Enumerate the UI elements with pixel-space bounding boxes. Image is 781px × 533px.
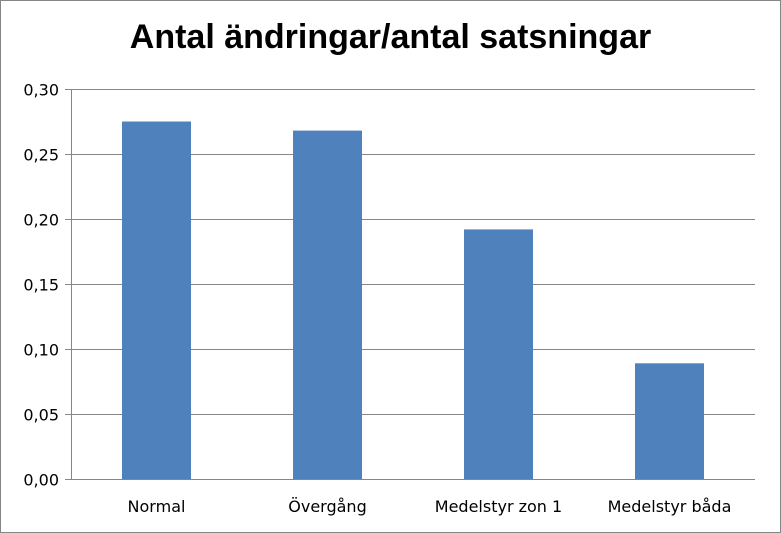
x-category-label: Medelstyr båda bbox=[608, 497, 732, 516]
y-tick-label: 0,10 bbox=[23, 341, 59, 360]
bar bbox=[122, 121, 191, 479]
x-category-label: Normal bbox=[128, 497, 186, 516]
y-tick-label: 0,30 bbox=[23, 81, 59, 100]
y-tick-label: 0,25 bbox=[23, 146, 59, 165]
y-tick-label: 0,05 bbox=[23, 406, 59, 425]
x-category-label: Övergång bbox=[288, 497, 366, 516]
x-category-label: Medelstyr zon 1 bbox=[435, 497, 562, 516]
bar bbox=[635, 363, 704, 479]
y-tick-label: 0,00 bbox=[23, 471, 59, 490]
bar bbox=[464, 229, 533, 479]
y-tick-labels: 0,00 0,05 0,10 0,15 0,20 0,25 0,30 bbox=[23, 81, 59, 490]
y-tick-label: 0,15 bbox=[23, 276, 59, 295]
x-category-labels: Normal Övergång Medelstyr zon 1 Medelstyr b… bbox=[128, 497, 732, 516]
bar bbox=[293, 130, 362, 479]
chart-title: Antal ändringar/antal satsningar bbox=[129, 18, 652, 56]
bars bbox=[122, 121, 704, 479]
axes bbox=[71, 89, 755, 480]
y-tick-label: 0,20 bbox=[23, 211, 59, 230]
